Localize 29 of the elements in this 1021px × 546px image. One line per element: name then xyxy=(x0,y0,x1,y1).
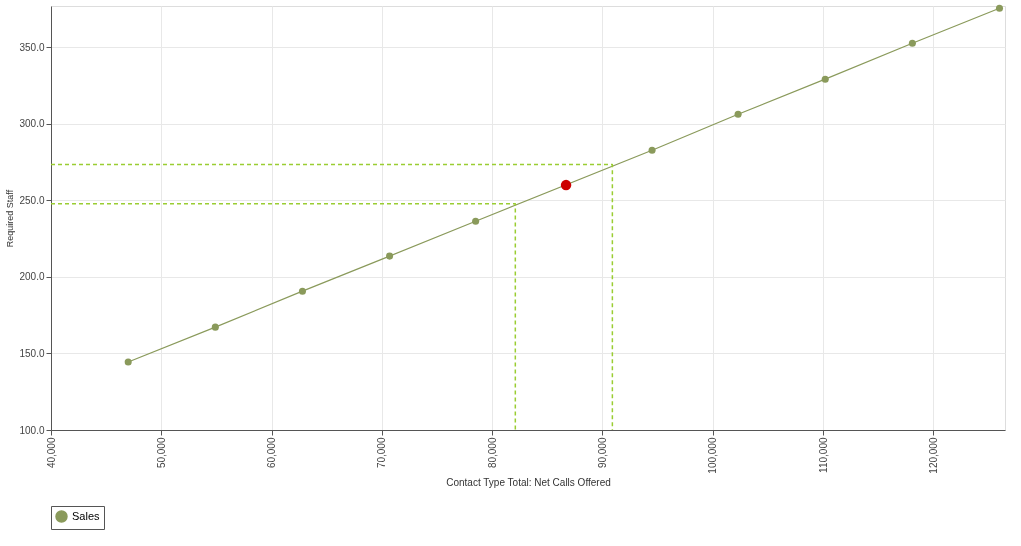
x-tick-label: 50,000 xyxy=(155,437,167,469)
x-tick-label: 90,000 xyxy=(596,437,608,469)
x-tick-label: 100,000 xyxy=(707,437,719,474)
y-axis-title: Required Staff xyxy=(5,189,16,248)
x-tick-label: 120,000 xyxy=(927,437,939,474)
y-tick-label: 250.0 xyxy=(19,194,45,206)
point xyxy=(648,146,656,154)
y-tick-label: 300.0 xyxy=(19,118,45,130)
point xyxy=(560,179,572,191)
point xyxy=(124,358,132,366)
point xyxy=(995,4,1004,12)
point xyxy=(386,252,394,260)
y-tick-label: 150.0 xyxy=(19,347,45,359)
x-tick-label: 110,000 xyxy=(817,437,829,473)
y-tick-label: 200.0 xyxy=(19,271,45,283)
x-axis-title: Contact Type Total: Net Calls Offered xyxy=(446,476,611,488)
y-tick-label: 350.0 xyxy=(19,41,45,53)
x-tick-label: 40,000 xyxy=(45,437,57,469)
x-tick-label: 70,000 xyxy=(376,437,388,469)
point xyxy=(734,110,742,118)
point xyxy=(908,39,916,47)
point xyxy=(472,217,480,225)
x-tick-label: 80,000 xyxy=(486,437,498,469)
y-tick-label: 100.0 xyxy=(19,424,45,436)
x-tick-label: 60,000 xyxy=(266,437,278,469)
point xyxy=(298,287,306,295)
legend-label: Sales xyxy=(72,509,101,522)
point xyxy=(821,75,829,83)
point xyxy=(211,323,219,331)
